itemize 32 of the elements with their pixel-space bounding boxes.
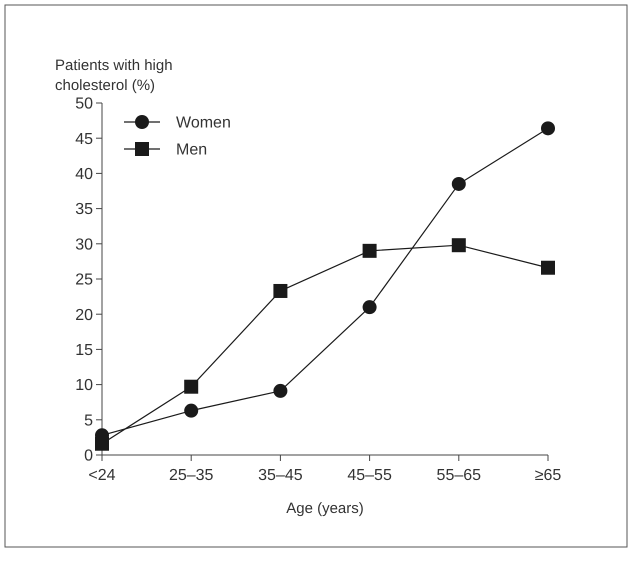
legend-label: Men (176, 142, 208, 159)
y-tick-label: 10 (75, 377, 94, 394)
y-tick-label: 0 (84, 448, 94, 465)
point (541, 260, 555, 275)
y-tick-label: 35 (75, 201, 94, 218)
point (95, 436, 109, 451)
y-axis-title: Patients with high cholesterol (%) (55, 57, 173, 94)
point (184, 404, 198, 418)
y-tick-label: 20 (75, 306, 94, 324)
x-tick-label: 45–55 (347, 467, 392, 484)
y-tick-label: 15 (75, 342, 94, 359)
point (273, 384, 288, 398)
x-tick-label: <24 (88, 467, 116, 484)
y-tick-label: 45 (75, 130, 94, 148)
point (362, 300, 377, 314)
x-tick-label: ≥65 (534, 467, 562, 484)
point (362, 244, 377, 258)
y-tick-label: 25 (75, 272, 94, 289)
y-tick-label: 40 (75, 166, 94, 183)
y-tick-label: 50 (75, 96, 94, 113)
x-axis-title: Age (years) (286, 500, 364, 517)
point (452, 176, 466, 191)
y-tick-label: 30 (75, 236, 94, 254)
point (273, 284, 288, 298)
point (541, 121, 555, 136)
y-tick-label: 5 (84, 412, 94, 430)
point (452, 238, 466, 252)
point (184, 380, 198, 394)
x-tick-label: 35–45 (258, 467, 303, 484)
x-tick-label: 55–65 (436, 467, 482, 484)
x-tick-label: 25–35 (168, 467, 214, 484)
legend-label: Women (176, 114, 231, 132)
